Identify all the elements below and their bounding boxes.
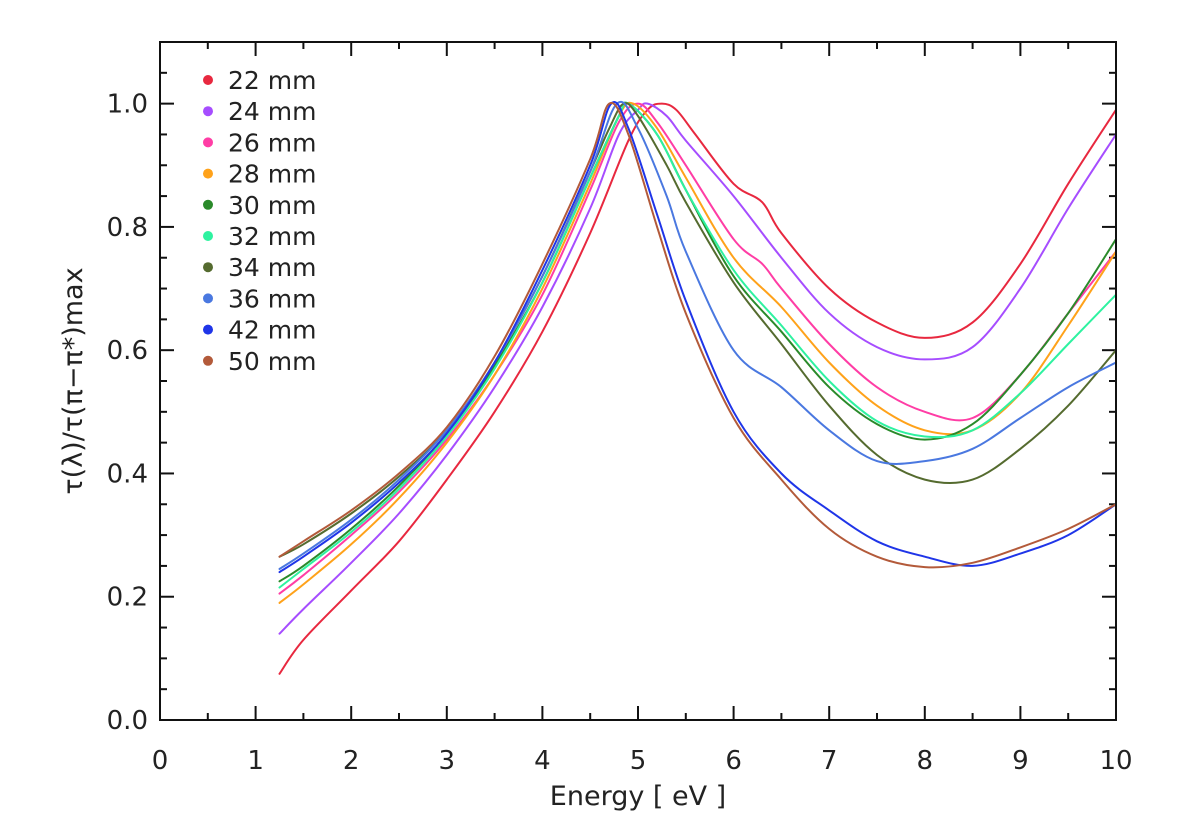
series-line-50-mm (278, 101, 1117, 569)
legend-marker (203, 262, 213, 273)
legend-label: 42 mm (228, 316, 316, 345)
x-tick-label: 2 (343, 746, 360, 776)
x-tick-label: 10 (1099, 746, 1132, 776)
legend-marker (203, 231, 213, 241)
series-line-22-mm (278, 102, 1117, 675)
series-line-24-mm (278, 102, 1117, 635)
legend-label: 28 mm (228, 160, 316, 189)
series-line-26-mm (278, 102, 1117, 595)
plot-frame (159, 41, 1117, 721)
x-tick-label: 4 (534, 746, 551, 776)
y-axis-label: τ(λ)/τ(π−π*)max (58, 267, 89, 494)
legend-marker (203, 199, 213, 210)
x-tick-label: 5 (630, 746, 647, 776)
y-tick-label: 0.8 (107, 213, 148, 243)
legend-label: 36 mm (228, 284, 316, 313)
x-tick-label: 9 (1012, 746, 1029, 776)
legend-marker (203, 106, 213, 117)
y-tick-label: 0.0 (107, 706, 148, 736)
series-line-32-mm (278, 101, 1117, 589)
legend-label: 50 mm (228, 347, 316, 376)
legend-label: 26 mm (228, 128, 316, 157)
legend-label: 32 mm (228, 222, 316, 251)
y-tick-label: 0.2 (107, 583, 148, 613)
legend-label: 22 mm (228, 66, 316, 95)
axis-ticks (159, 42, 1117, 721)
x-tick-label: 8 (917, 746, 934, 776)
x-tick-label: 3 (439, 746, 456, 776)
legend-marker (203, 324, 213, 335)
x-tick-label: 7 (821, 746, 838, 776)
legend-marker (203, 137, 213, 148)
series-line-36-mm (278, 100, 1117, 570)
legend-marker (203, 168, 213, 179)
series-line-42-mm (278, 101, 1117, 574)
y-tick-label: 0.6 (107, 336, 148, 366)
legend-label: 30 mm (228, 191, 316, 220)
legend-label: 34 mm (228, 253, 316, 282)
legend-label: 24 mm (228, 97, 316, 126)
y-tick-label: 0.4 (107, 459, 148, 489)
x-tick-label: 1 (247, 746, 264, 776)
x-axis-label: Energy [ eV ] (550, 781, 726, 812)
series-line-28-mm (278, 101, 1117, 604)
y-tick-labels: 0.0 0.2 0.4 0.6 0.8 1.0 (107, 90, 148, 736)
legend-marker (203, 293, 213, 304)
legend-marker (203, 355, 213, 366)
legend-marker (203, 75, 213, 85)
x-tick-label: 6 (725, 746, 742, 776)
y-tick-label: 1.0 (107, 90, 148, 120)
x-tick-label: 0 (152, 746, 169, 776)
series-lines (278, 100, 1117, 675)
x-tick-labels: 0 1 2 3 4 5 6 7 8 9 10 (152, 746, 1133, 776)
